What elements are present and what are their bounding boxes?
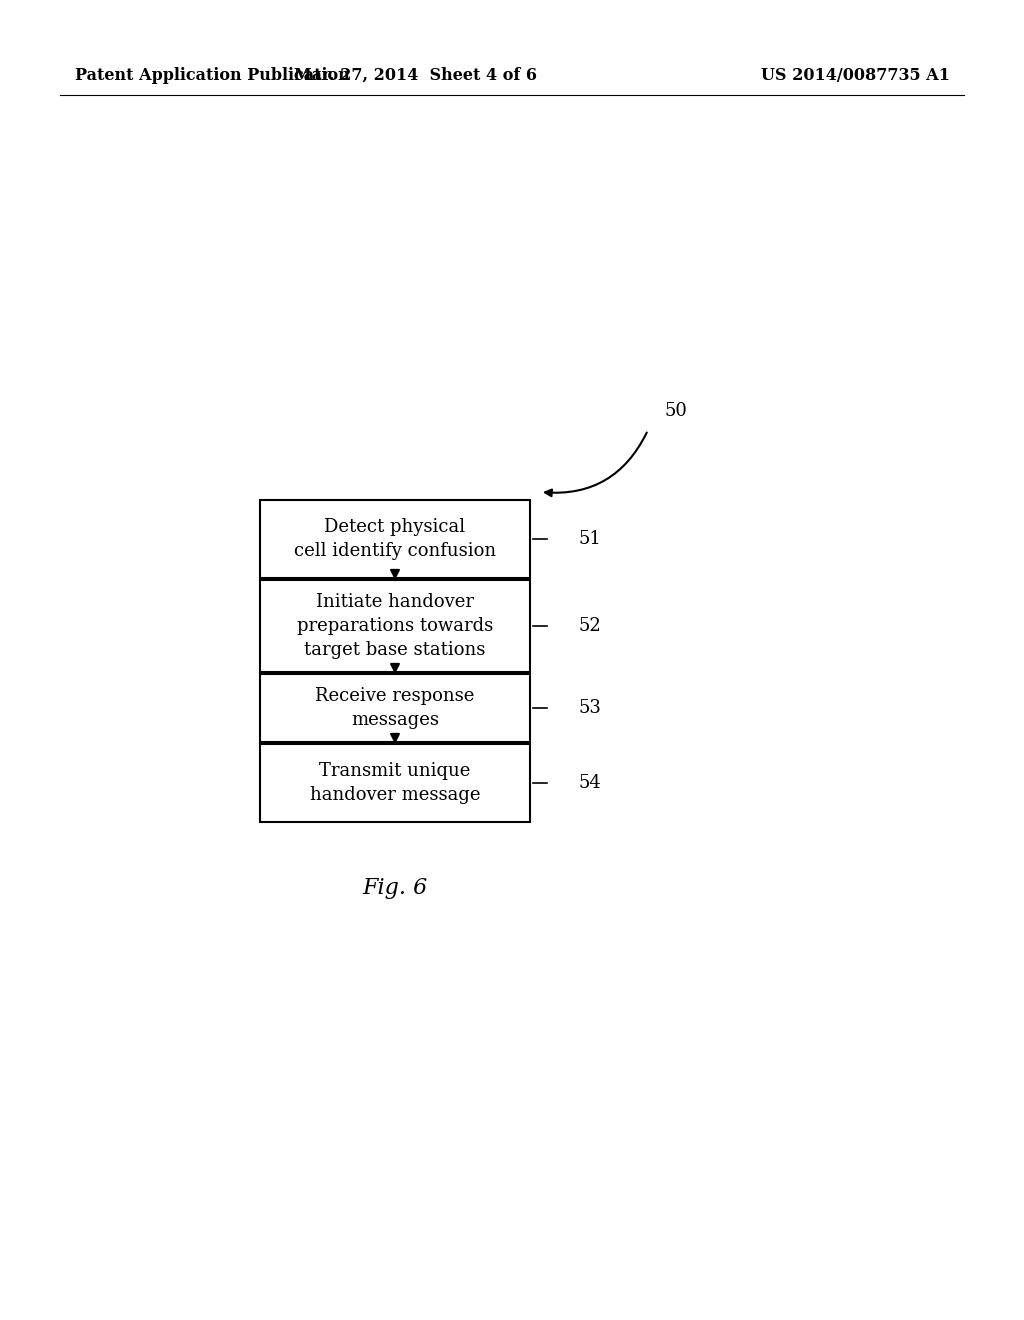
Text: Transmit unique
handover message: Transmit unique handover message: [309, 762, 480, 804]
Text: 51: 51: [578, 531, 601, 548]
Bar: [260, 675, 530, 742]
FancyArrowPatch shape: [545, 433, 647, 496]
Text: Fig. 6: Fig. 6: [362, 876, 428, 899]
Text: 50: 50: [665, 403, 688, 420]
Text: 52: 52: [578, 616, 601, 635]
Text: 54: 54: [578, 774, 601, 792]
Text: Initiate handover
preparations towards
target base stations: Initiate handover preparations towards t…: [297, 594, 494, 659]
Text: Patent Application Publication: Patent Application Publication: [75, 66, 350, 83]
Text: Mar. 27, 2014  Sheet 4 of 6: Mar. 27, 2014 Sheet 4 of 6: [294, 66, 537, 83]
Bar: [260, 579, 530, 672]
Text: Receive response
messages: Receive response messages: [315, 688, 475, 729]
Text: Detect physical
cell identify confusion: Detect physical cell identify confusion: [294, 519, 496, 560]
Bar: [260, 500, 530, 578]
Text: 53: 53: [578, 700, 601, 717]
Text: US 2014/0087735 A1: US 2014/0087735 A1: [761, 66, 950, 83]
Bar: [260, 744, 530, 822]
